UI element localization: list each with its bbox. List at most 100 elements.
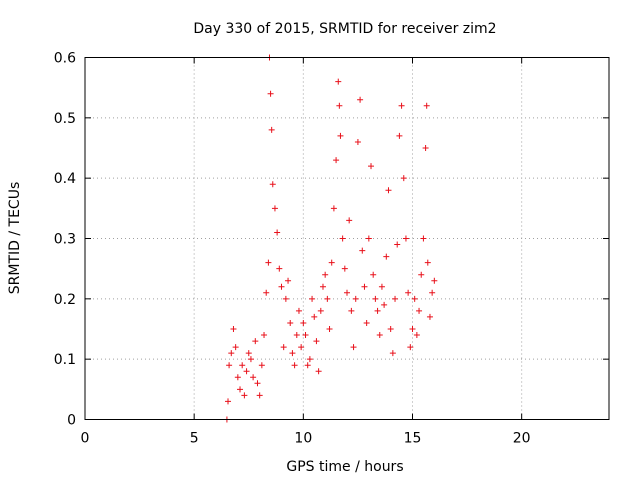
data-point bbox=[359, 247, 366, 254]
data-point bbox=[339, 235, 346, 242]
y-tick-label: 0 bbox=[67, 413, 76, 429]
x-axis-label: GPS time / hours bbox=[286, 459, 403, 475]
data-point bbox=[315, 368, 322, 375]
data-point bbox=[389, 350, 396, 357]
data-point bbox=[274, 229, 281, 236]
data-point bbox=[363, 319, 370, 326]
data-point bbox=[376, 332, 383, 339]
data-point bbox=[243, 368, 250, 375]
data-point bbox=[422, 145, 429, 151]
data-point bbox=[416, 307, 423, 314]
data-point bbox=[370, 271, 377, 278]
data-point bbox=[372, 295, 379, 302]
data-point bbox=[326, 326, 333, 332]
data-point bbox=[354, 138, 361, 145]
data-point bbox=[385, 187, 392, 194]
data-point bbox=[295, 307, 302, 314]
data-point bbox=[400, 175, 407, 182]
axis-ticks: 0 0.1 0.2 0.3 0.4 0.5 0.6 0 5 10 15 20 bbox=[54, 51, 609, 447]
data-point bbox=[413, 332, 420, 339]
data-point bbox=[278, 283, 285, 290]
data-point bbox=[350, 344, 357, 351]
data-point bbox=[341, 265, 348, 272]
data-point bbox=[282, 295, 289, 302]
data-point bbox=[304, 362, 311, 369]
data-point bbox=[424, 259, 431, 266]
data-point bbox=[381, 301, 388, 308]
data-point bbox=[239, 362, 246, 369]
data-point bbox=[225, 398, 232, 405]
data-point bbox=[322, 271, 329, 278]
data-point bbox=[269, 181, 276, 188]
y-tick-label: 0.1 bbox=[54, 352, 76, 368]
data-point bbox=[289, 350, 296, 357]
data-point bbox=[300, 319, 307, 326]
data-point bbox=[365, 235, 372, 242]
data-point bbox=[374, 307, 381, 314]
data-point bbox=[291, 362, 298, 369]
data-point bbox=[387, 326, 394, 332]
x-tick-label: 10 bbox=[294, 431, 312, 447]
data-point bbox=[234, 374, 241, 381]
data-point bbox=[392, 295, 399, 302]
data-point bbox=[232, 344, 239, 351]
plot-frame bbox=[84, 57, 610, 420]
data-point bbox=[250, 374, 257, 381]
data-point bbox=[335, 78, 342, 85]
chart-title: Day 330 of 2015, SRMTID for receiver zim… bbox=[193, 21, 496, 37]
grid bbox=[85, 57, 609, 420]
data-point bbox=[276, 265, 283, 272]
data-point bbox=[426, 313, 433, 320]
data-point bbox=[313, 338, 320, 345]
data-point bbox=[298, 344, 305, 351]
data-point bbox=[378, 283, 385, 290]
y-axis-label: SRMTID / TECUs bbox=[7, 182, 23, 295]
data-point bbox=[411, 295, 418, 302]
data-point bbox=[287, 319, 294, 326]
data-point bbox=[383, 253, 390, 260]
data-point bbox=[261, 332, 268, 339]
data-point bbox=[263, 289, 270, 296]
data-point bbox=[228, 350, 235, 357]
y-tick-label: 0.2 bbox=[54, 292, 76, 308]
x-tick-label: 20 bbox=[513, 431, 531, 447]
data-point bbox=[258, 362, 265, 369]
y-tick-label: 0.5 bbox=[54, 111, 76, 127]
data-point bbox=[402, 235, 409, 242]
data-point bbox=[357, 96, 364, 103]
data-point bbox=[423, 102, 430, 109]
data-point bbox=[431, 277, 438, 284]
data-point bbox=[333, 157, 340, 164]
y-tick-label: 0.3 bbox=[54, 232, 76, 248]
data-point bbox=[247, 356, 254, 363]
data-point bbox=[268, 126, 275, 133]
x-tick-label: 0 bbox=[81, 431, 90, 447]
data-point bbox=[302, 332, 309, 339]
data-point bbox=[328, 259, 335, 266]
data-point bbox=[344, 289, 350, 296]
data-point bbox=[346, 217, 353, 224]
data-point bbox=[337, 132, 344, 139]
data-point bbox=[368, 163, 375, 170]
data-point bbox=[418, 271, 425, 278]
data-point bbox=[324, 295, 331, 302]
data-point bbox=[309, 295, 316, 302]
data-point bbox=[271, 205, 278, 212]
data-point bbox=[330, 205, 337, 212]
data-point bbox=[293, 332, 300, 339]
data-point bbox=[285, 277, 292, 284]
data-point bbox=[230, 326, 237, 332]
data-point bbox=[319, 283, 326, 290]
data-point bbox=[311, 313, 318, 320]
data-point bbox=[352, 295, 359, 302]
x-tick-label: 5 bbox=[190, 431, 199, 447]
data-point bbox=[336, 102, 343, 109]
data-point bbox=[252, 338, 259, 345]
data-point bbox=[226, 362, 233, 369]
data-point bbox=[407, 344, 414, 351]
data-point bbox=[348, 307, 355, 314]
data-point bbox=[398, 102, 405, 109]
data-point bbox=[280, 344, 287, 351]
data-point bbox=[409, 326, 416, 332]
